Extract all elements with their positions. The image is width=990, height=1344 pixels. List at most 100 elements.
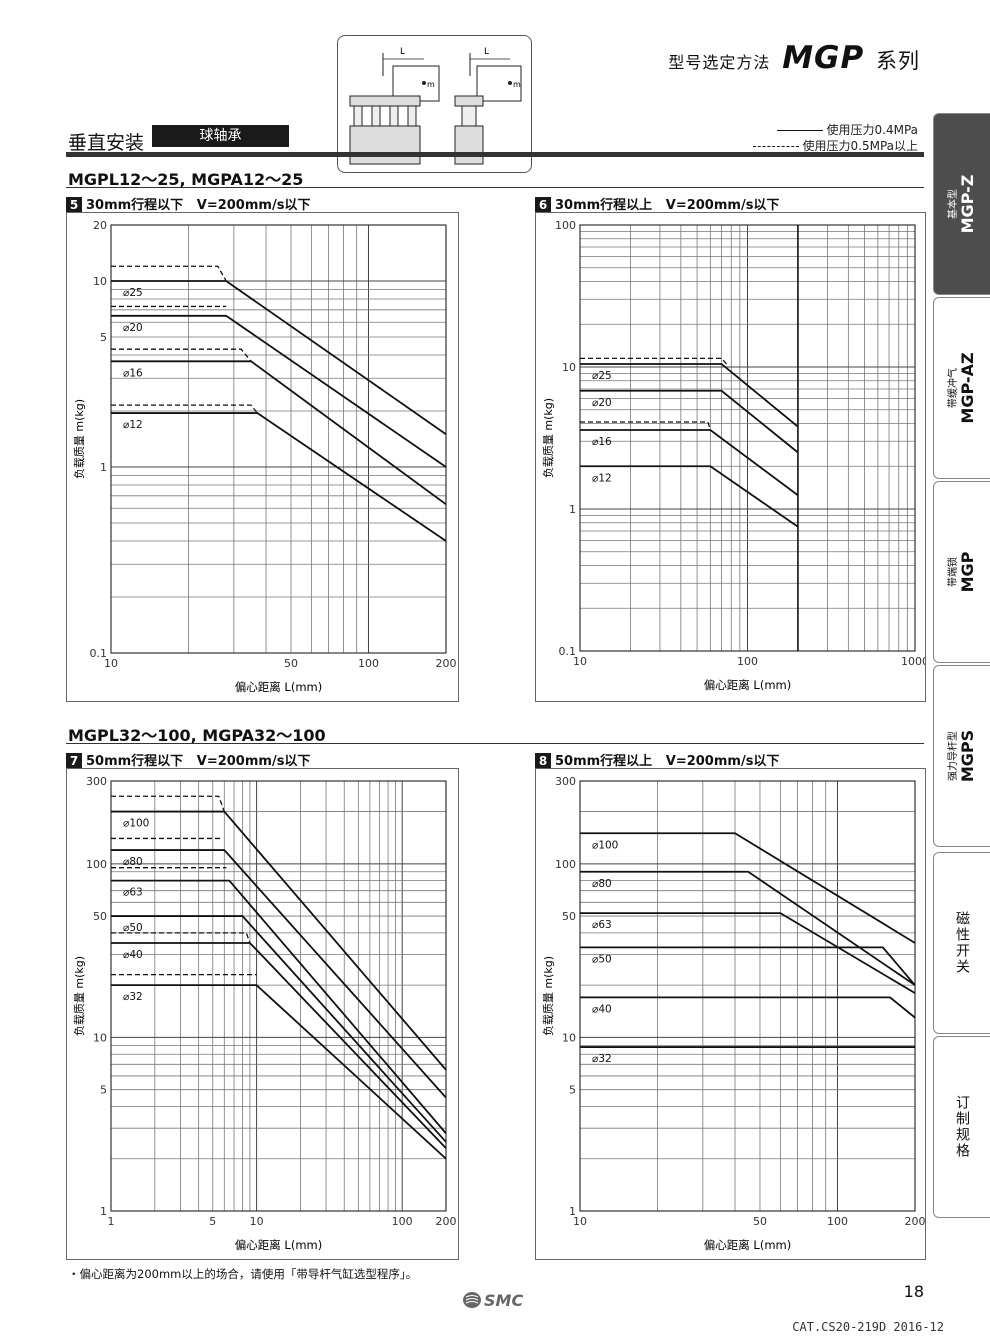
y-tick-label: 1 bbox=[569, 503, 576, 516]
tab-mgp-az-main: MGP-AZ bbox=[958, 352, 977, 424]
chart-5: 10 50 100 200 0.1 1 5 10 20 偏心距离 L(mm) 负载质量 m(kg) ⌀… bbox=[66, 212, 459, 702]
y-tick-label: 1 bbox=[569, 1205, 576, 1218]
tab-custom-spec[interactable]: 订制规格 bbox=[933, 1036, 990, 1218]
chart-8-number: 8 bbox=[535, 753, 551, 769]
y-tick-label: 300 bbox=[555, 775, 576, 788]
series-⌀32: ⌀32 bbox=[580, 1046, 915, 1065]
series-label: ⌀16 bbox=[123, 367, 143, 379]
smc-logo: SMC bbox=[462, 1290, 532, 1310]
series-label: ⌀80 bbox=[592, 878, 612, 890]
series-⌀100: ⌀100 bbox=[111, 795, 447, 1071]
header-divider bbox=[66, 152, 924, 157]
series-⌀12: ⌀12 bbox=[111, 404, 447, 542]
series-dashed-line bbox=[111, 265, 227, 282]
x-tick-label: 100 bbox=[392, 1215, 413, 1228]
y-tick-label: 1 bbox=[100, 461, 107, 474]
chart-7-grid bbox=[110, 780, 447, 1212]
chart-7-number: 7 bbox=[66, 753, 82, 769]
series-suffix: 系列 bbox=[876, 49, 920, 73]
diagram-l-left: L bbox=[400, 47, 405, 57]
series-⌀63: ⌀63 bbox=[111, 867, 447, 1134]
series-label: ⌀12 bbox=[592, 472, 612, 484]
chart-8: 10 50 100 200 1 5 10 50 100 300 偏心距离 L(mm) 负载质量 m(k… bbox=[535, 768, 926, 1260]
legend-dashed-swatch bbox=[752, 146, 799, 147]
mounting-orientation-label: 垂直安装 bbox=[68, 132, 145, 154]
series-⌀25: ⌀25 bbox=[111, 265, 447, 435]
chart-6-grid bbox=[579, 224, 916, 652]
mounting-diagram-svg: L m L m bbox=[349, 47, 522, 165]
x-axis-label: 偏心距离 L(mm) bbox=[235, 1238, 322, 1252]
x-tick-label: 100 bbox=[827, 1215, 848, 1228]
y-tick-label: 100 bbox=[555, 858, 576, 871]
tab-mgp-lock[interactable]: 带端锁 MGP bbox=[933, 481, 990, 663]
series-dashed-line bbox=[580, 357, 728, 365]
series-label: ⌀100 bbox=[123, 818, 149, 830]
series-solid-line bbox=[111, 314, 447, 468]
plot-frame bbox=[110, 224, 447, 654]
chart-5-number: 5 bbox=[66, 197, 82, 213]
page-title: 型号选定方法 MGP 系列 bbox=[668, 40, 920, 76]
x-tick-label: 5 bbox=[209, 1215, 216, 1228]
chart-7-title: 7 50mm行程以下 V=200mm/s以下 bbox=[66, 750, 310, 769]
y-tick-label: 10 bbox=[562, 361, 576, 374]
series-solid-line bbox=[111, 984, 447, 1160]
tab-mgp-z-main: MGP-Z bbox=[958, 174, 977, 234]
series-solid-line bbox=[111, 360, 447, 506]
x-tick-label: 10 bbox=[573, 655, 587, 668]
series-label: ⌀32 bbox=[123, 991, 143, 1003]
y-tick-label: 5 bbox=[100, 331, 107, 344]
chart-8-svg: 10 50 100 200 1 5 10 50 100 300 偏心距离 L(mm) 负载质量 m(k… bbox=[541, 775, 925, 1252]
section-title-large: MGPL32～100, MGPA32～100 bbox=[68, 726, 326, 745]
series-code: MGP bbox=[782, 40, 865, 76]
series-solid-line bbox=[580, 832, 916, 944]
chart-7-speed: V=200mm/s以下 bbox=[196, 754, 311, 769]
tab-mgp-z[interactable]: 基本型 MGP-Z bbox=[933, 113, 990, 295]
catalog-code: CAT.CS20-219D 2016-12 bbox=[792, 1320, 944, 1334]
series-dashed-line bbox=[111, 348, 252, 362]
x-tick-label: 200 bbox=[436, 657, 457, 670]
series-⌀25: ⌀25 bbox=[580, 357, 799, 428]
tab-mgp-az[interactable]: 带缓冲气 MGP-AZ bbox=[933, 297, 990, 479]
x-tick-label: 50 bbox=[753, 1215, 767, 1228]
series-solid-line bbox=[111, 879, 447, 1134]
series-label: ⌀16 bbox=[592, 436, 612, 448]
series-dashed-line bbox=[111, 404, 258, 414]
series-solid-line bbox=[580, 429, 799, 496]
series-solid-line bbox=[580, 912, 916, 994]
series-label: ⌀40 bbox=[123, 949, 143, 961]
y-tick-label: 0.1 bbox=[559, 645, 577, 658]
bearing-type-badge: 球轴承 bbox=[152, 125, 289, 147]
y-tick-label: 50 bbox=[562, 910, 576, 923]
x-tick-label: 200 bbox=[436, 1215, 457, 1228]
y-tick-label: 100 bbox=[555, 219, 576, 232]
series-label: ⌀50 bbox=[123, 922, 143, 934]
diagram-m-right: m bbox=[513, 80, 521, 89]
y-tick-label: 50 bbox=[93, 910, 107, 923]
chart-7: 1 5 10 100 200 1 5 10 50 100 300 偏心距离 L(mm) 负载质量 m(k… bbox=[66, 768, 459, 1260]
series-label: ⌀20 bbox=[592, 397, 612, 409]
y-tick-label: 0.1 bbox=[90, 647, 108, 660]
series-label: ⌀63 bbox=[592, 919, 612, 931]
y-tick-label: 1 bbox=[100, 1205, 107, 1218]
chart-6-speed: V=200mm/s以下 bbox=[665, 198, 780, 213]
legend-solid-swatch bbox=[776, 130, 823, 131]
logo-text: SMC bbox=[484, 1291, 523, 1310]
tab-mgps[interactable]: 强力导杆型 MGPS bbox=[933, 665, 990, 847]
mounting-diagram: L m L m bbox=[337, 35, 532, 173]
series-label: ⌀32 bbox=[592, 1053, 612, 1065]
series-solid-line bbox=[580, 389, 799, 454]
y-axis-label: 负载质量 m(kg) bbox=[72, 956, 86, 1036]
series-⌀100: ⌀100 bbox=[580, 832, 916, 944]
series-label: ⌀100 bbox=[592, 839, 618, 851]
y-tick-label: 10 bbox=[93, 275, 107, 288]
tab-auto-switch[interactable]: 磁性开关 bbox=[933, 852, 990, 1034]
x-tick-label: 50 bbox=[284, 657, 298, 670]
legend-solid: 使用压力0.4MPa bbox=[776, 121, 918, 138]
series-⌀50: ⌀50 bbox=[580, 946, 916, 986]
y-axis-label: 负载质量 m(kg) bbox=[72, 399, 86, 479]
chart-5-stroke: 30mm行程以下 bbox=[86, 198, 184, 213]
chart-5-svg: 10 50 100 200 0.1 1 5 10 20 偏心距离 L(mm) 负载质量 m(kg) ⌀… bbox=[72, 219, 457, 694]
series-⌀80: ⌀80 bbox=[111, 837, 447, 1099]
series-⌀16: ⌀16 bbox=[580, 421, 799, 496]
